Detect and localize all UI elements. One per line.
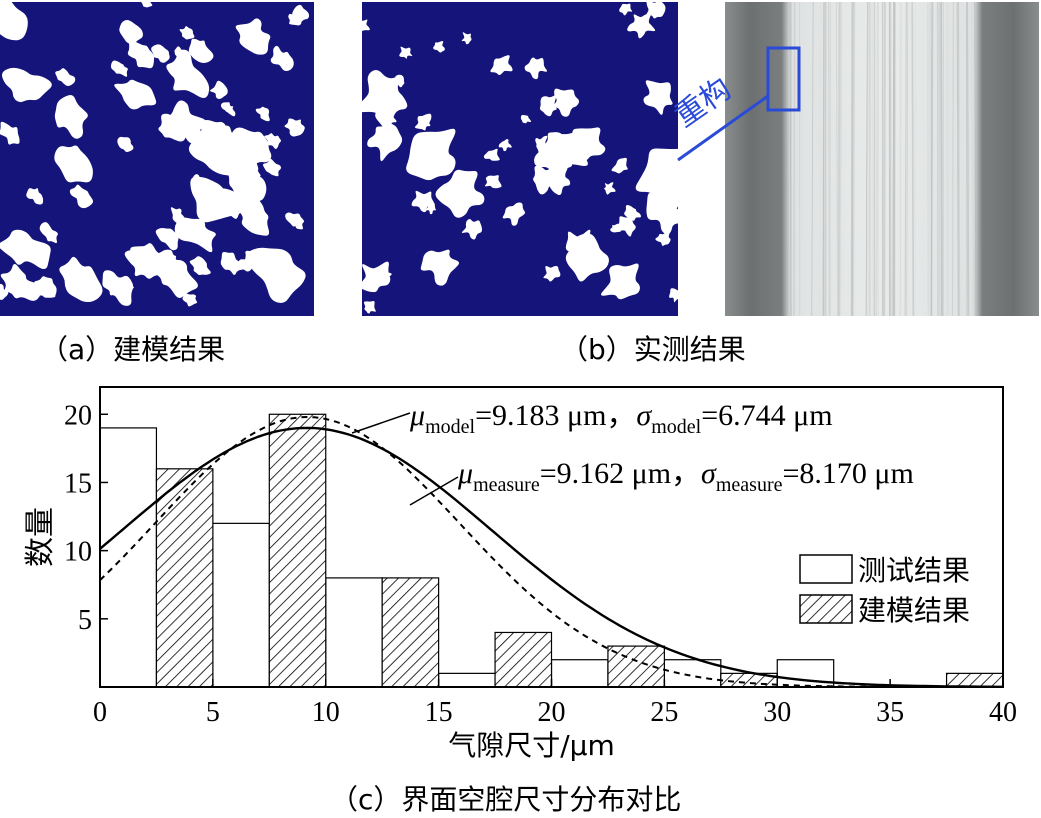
measure-curve-annotation: μmeasure=9.162 μm，σmeasure=8.170 μm <box>457 457 914 496</box>
pore-size-histogram: 0 5 10 15 20 25 30 35 40 5 10 15 20 数量 气隙尺寸/μm μmode… <box>0 365 1041 815</box>
model-annotation-leader <box>352 413 410 433</box>
reconstruction-annotation: 重构 <box>0 0 1041 330</box>
x-tick-label: 15 <box>425 697 453 728</box>
y-tick-label: 10 <box>64 537 92 568</box>
caption-a: （a）建模结果 <box>40 328 225 368</box>
legend-label-measured: 测试结果 <box>858 554 970 587</box>
caption-b: （b）实测结果 <box>560 328 746 368</box>
bar-model <box>947 673 1003 687</box>
bar-measured <box>439 673 495 687</box>
x-axis-label: 气隙尺寸/μm <box>448 729 615 762</box>
reconstruction-box <box>768 48 799 110</box>
legend-swatch-model <box>800 595 852 623</box>
x-tick-label: 10 <box>312 697 340 728</box>
y-tick-label: 20 <box>64 400 92 431</box>
bar-measured <box>100 428 156 687</box>
y-axis-label: 数量 <box>23 507 58 567</box>
x-tick-label: 20 <box>538 697 566 728</box>
legend-swatch-measured <box>800 555 852 583</box>
bar-model <box>495 632 551 687</box>
x-tick-label: 25 <box>650 697 678 728</box>
x-tick-label: 40 <box>989 697 1017 728</box>
bar-measured <box>552 660 608 687</box>
legend-label-model: 建模结果 <box>858 594 970 627</box>
bar-measured <box>213 523 269 687</box>
x-tick-label: 5 <box>206 697 220 728</box>
x-tick-label: 0 <box>93 697 107 728</box>
y-tick-label: 15 <box>64 468 92 499</box>
bar-measured <box>326 578 382 687</box>
legend: 测试结果 建模结果 <box>800 554 970 627</box>
bar-model <box>269 414 325 687</box>
caption-c: （c）界面空腔尺寸分布对比 <box>330 778 681 818</box>
x-tick-label: 35 <box>876 697 904 728</box>
bar-model <box>382 578 438 687</box>
x-tick-label: 30 <box>763 697 791 728</box>
y-tick-label: 5 <box>78 605 92 636</box>
model-curve-annotation: μmodel=9.183 μm，σmodel=6.744 μm <box>409 399 833 438</box>
bar-model <box>156 469 212 687</box>
